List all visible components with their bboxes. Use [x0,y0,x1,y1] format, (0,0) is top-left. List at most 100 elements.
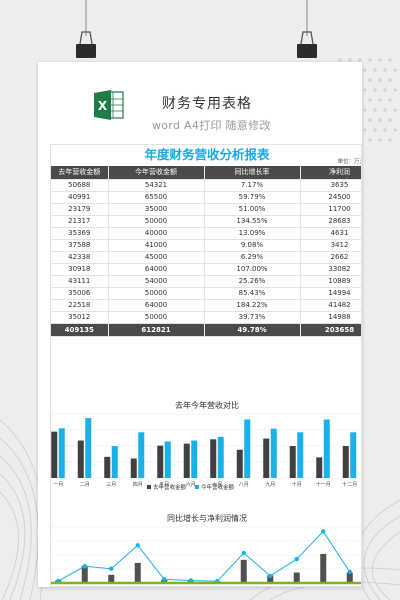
table-cell: 41482 [300,299,361,312]
growth-rate-point [162,577,167,582]
table-cell: 4631 [300,227,361,240]
table-row: 30918 64000 107.00% 33082 [51,263,361,276]
chart1-svg: 一月 二月 三月 四月 五月 六月 七月 八月 九月 十月 十一月 十二月 去年营收金额 今年营收金额 [51,413,361,491]
x-tick-label: 六月 [186,481,196,488]
bar-this-year [164,441,171,478]
decor-dot [393,68,397,72]
table-cell: 22518 [51,299,109,312]
table-cell: 39.73% [204,311,301,324]
decor-dot [363,68,367,72]
decor-dot [373,88,377,92]
revenue-comparison-chart: 去年今年营收对比 一月 二月 三月 四月 五月 六月 七月 八月 九月 十月 十一月 十二月 去年营收金… [51,400,361,497]
excel-logo-icon: X [94,90,124,120]
x-tick-label: 三月 [106,482,116,488]
table-cell: 23179 [51,203,109,216]
decor-dot [393,88,397,92]
bar-this-year [270,428,277,478]
bar-last-year [77,440,84,478]
decor-dot [393,128,397,132]
table-cell: 42338 [51,251,109,264]
table-cell: 9.08% [204,239,301,252]
bar-this-year [350,432,357,478]
table-cell: 13.09% [204,227,301,240]
bar-net-profit [293,572,300,583]
decor-dot [368,78,372,82]
table-column-header: 净利润 [300,166,361,180]
table-cell: 50688 [51,179,109,192]
table-column-header: 今年营收金额 [108,166,205,180]
table-cell: 37588 [51,239,109,252]
table-cell: 2662 [300,251,361,264]
decor-dot [393,108,397,112]
table-cell: 6.29% [204,251,301,264]
table-cell: 3412 [300,239,361,252]
table-cell: 3635 [300,179,361,192]
table-cell: 40000 [108,227,205,240]
decor-dot [368,118,372,122]
bar-this-year [85,418,92,478]
table-row: 35006 50000 85.43% 14994 [51,287,361,300]
table-cell: 134.55% [204,215,301,228]
bar-this-year [217,436,224,478]
bar-last-year [130,458,137,478]
decor-dot [368,58,372,62]
table-cell: 7.17% [204,179,301,192]
bar-net-profit [267,575,274,583]
table-row: 40991 65500 59.79% 24500 [51,191,361,204]
growth-rate-point [82,564,87,569]
table-cell: 107.00% [204,263,301,276]
table-cell: 24500 [300,191,361,204]
document-header: X 财务专用表格 word A4打印 随意修改 [38,62,362,142]
decor-dot [388,78,392,82]
table-cell: 184.22% [204,299,301,312]
table-cell: 65500 [108,191,205,204]
bar-last-year [289,445,296,478]
decor-dot [373,128,377,132]
table-cell: 85.43% [204,287,301,300]
bar-this-year [58,428,65,478]
decor-dot [338,58,342,62]
unit-label: 单位：万元 [337,159,361,165]
table-cell: 59.79% [204,191,301,204]
growth-rate-point [188,578,193,583]
decor-dot [368,98,372,102]
legend-swatch-this-year [195,485,199,489]
decor-dot [363,88,367,92]
bar-last-year [342,445,349,478]
growth-rate-point [268,573,273,579]
x-tick-label: 七月 [212,481,222,488]
decor-dot [383,88,387,92]
table-cell: 33082 [300,263,361,276]
table-cell: 50000 [108,287,205,300]
table-cell: 21317 [51,215,109,228]
decor-dot [378,118,382,122]
report-title: 年度财务营收分析报表 [144,147,270,162]
decor-dot [378,78,382,82]
bar-this-year [111,446,118,478]
table-row: 23179 35000 51.00% 11700 [51,203,361,216]
table-cell: 50000 [108,215,205,228]
table-cell: 14994 [300,287,361,300]
x-tick-label: 九月 [265,481,275,488]
decor-dot [373,68,377,72]
document-subtitle: word A4打印 随意修改 [152,119,271,132]
bar-net-profit [346,572,353,583]
growth-rate-point [241,550,246,556]
bar-last-year [157,445,164,478]
legend-swatch-last-year [147,485,151,489]
growth-rate-point [347,569,352,575]
chart2-svg [51,526,361,585]
table-cell: 35012 [51,311,109,324]
table-cell: 28683 [300,215,361,228]
table-row: 35369 40000 13.09% 4631 [51,227,361,240]
table-header-row: 去年营收金额 今年营收金额 同比增长率 净利润 [51,166,361,180]
growth-rate-point [321,529,326,534]
bar-net-profit [81,565,88,583]
x-tick-label: 八月 [239,482,249,488]
excel-logo-letter: X [98,99,108,113]
bar-this-year [244,419,251,478]
bar-last-year [51,431,58,478]
table-cell: 64000 [108,299,205,312]
table-column-header: 同比增长率 [204,166,301,180]
